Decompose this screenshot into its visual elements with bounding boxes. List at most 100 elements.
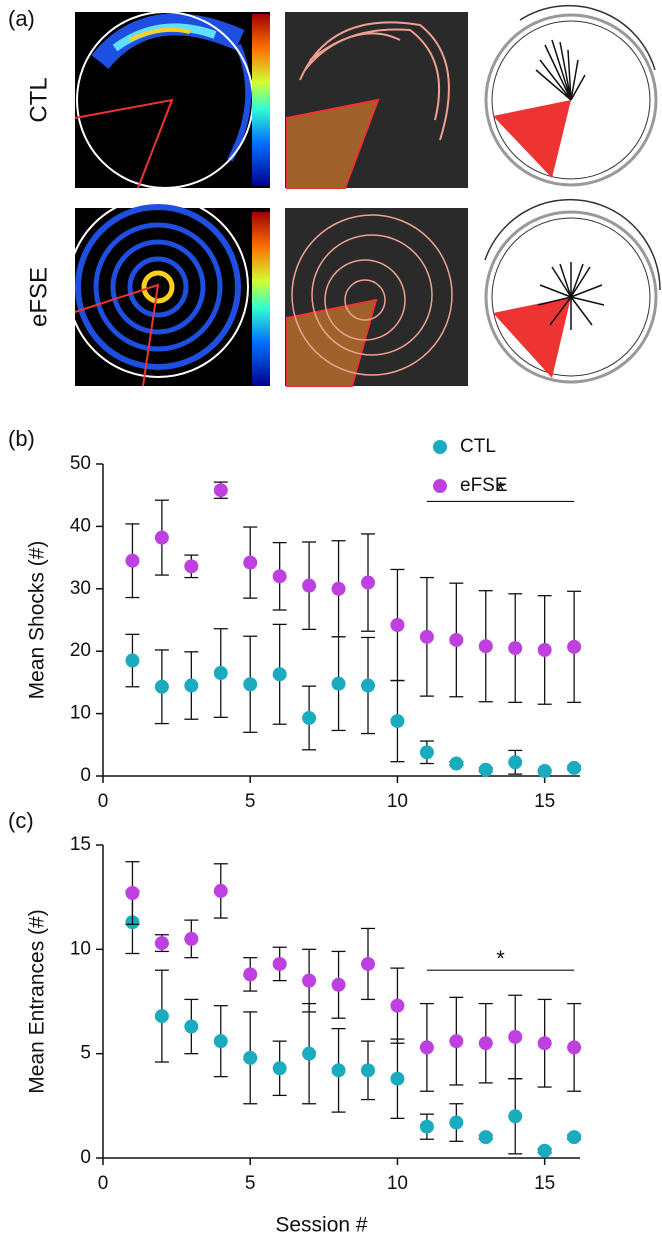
- point: [390, 1071, 405, 1086]
- x-tick-label: 10: [387, 791, 408, 812]
- point: [331, 1063, 346, 1078]
- point: [125, 653, 140, 668]
- y-tick-label: 40: [70, 515, 91, 536]
- point: [272, 667, 287, 682]
- legend-marker: [433, 440, 447, 454]
- y-tick-label: 5: [80, 1043, 91, 1064]
- point: [449, 1115, 464, 1130]
- point: [567, 1040, 582, 1055]
- point: [243, 677, 258, 692]
- polar-plot: [484, 198, 661, 384]
- x-tick-label: 5: [245, 1173, 256, 1194]
- x-tick-label: 15: [534, 1173, 555, 1194]
- point: [361, 575, 375, 590]
- point: [567, 1130, 582, 1145]
- legend-marker: [433, 479, 447, 493]
- legend-label: eFSE: [460, 475, 508, 496]
- row-label: CTL: [25, 77, 52, 122]
- point: [419, 1040, 434, 1055]
- point: [243, 555, 258, 570]
- point: [243, 967, 258, 982]
- point: [478, 639, 493, 654]
- y-tick-label: 10: [70, 938, 91, 959]
- point: [419, 629, 434, 644]
- track-image: [285, 208, 468, 387]
- point: [478, 1130, 493, 1145]
- track-image: [285, 12, 468, 189]
- legend-label: CTL: [460, 436, 496, 457]
- point: [125, 885, 140, 900]
- x-axis-label: Session #: [275, 1214, 368, 1237]
- point: [567, 760, 582, 775]
- polar-plot: [484, 4, 658, 187]
- point: [508, 641, 523, 656]
- point: [361, 678, 375, 693]
- point: [302, 973, 317, 988]
- point: [272, 569, 287, 584]
- point: [302, 578, 317, 593]
- point: [567, 639, 582, 654]
- y-tick-label: 15: [70, 834, 91, 855]
- point: [213, 883, 228, 898]
- point: [331, 581, 346, 596]
- y-tick-label: 10: [70, 703, 91, 724]
- point: [302, 710, 317, 725]
- point: [302, 1046, 317, 1061]
- point: [508, 1029, 523, 1044]
- y-axis-label: Mean Entrances (#): [26, 909, 49, 1093]
- y-tick-label: 50: [70, 453, 91, 474]
- point: [184, 678, 199, 693]
- point: [478, 1036, 493, 1051]
- point: [449, 1034, 464, 1049]
- y-tick-label: 0: [80, 765, 91, 786]
- point: [537, 642, 552, 657]
- heatmap-image: [74, 11, 270, 189]
- point: [361, 956, 375, 971]
- point: [449, 756, 464, 771]
- point: [184, 931, 199, 946]
- point: [419, 1119, 434, 1134]
- significance-star: *: [496, 477, 505, 502]
- point: [390, 714, 405, 729]
- x-tick-label: 0: [98, 1173, 109, 1194]
- point: [272, 956, 287, 971]
- panel-label: (b): [8, 426, 35, 451]
- point: [154, 1009, 169, 1024]
- point: [154, 530, 169, 545]
- x-tick-label: 0: [98, 791, 109, 812]
- point: [243, 1050, 258, 1065]
- x-tick-label: 5: [245, 791, 256, 812]
- point: [508, 755, 523, 770]
- point: [478, 762, 493, 777]
- point: [537, 764, 552, 779]
- point: [213, 666, 228, 681]
- point: [272, 1061, 287, 1076]
- y-tick-label: 30: [70, 578, 91, 599]
- point: [390, 998, 405, 1013]
- point: [361, 1063, 375, 1078]
- significance-star: *: [496, 946, 505, 971]
- point: [184, 559, 199, 574]
- point: [213, 483, 228, 498]
- point: [508, 1109, 523, 1124]
- panel-label: (a): [8, 6, 35, 31]
- heatmap-image: [67, 196, 270, 387]
- point: [390, 617, 405, 632]
- point: [184, 1019, 199, 1034]
- x-tick-label: 15: [534, 791, 555, 812]
- point: [449, 632, 464, 647]
- point: [125, 553, 140, 568]
- point: [331, 676, 346, 691]
- point: [213, 1034, 228, 1049]
- point: [331, 977, 346, 992]
- y-axis-label: Mean Shocks (#): [26, 541, 49, 700]
- x-tick-label: 10: [387, 1173, 408, 1194]
- point: [154, 936, 169, 951]
- row-label: eFSE: [25, 267, 52, 327]
- y-tick-label: 0: [80, 1147, 91, 1168]
- point: [419, 745, 434, 760]
- y-tick-label: 20: [70, 640, 91, 661]
- point: [537, 1143, 552, 1158]
- panel-label: (c): [8, 808, 34, 833]
